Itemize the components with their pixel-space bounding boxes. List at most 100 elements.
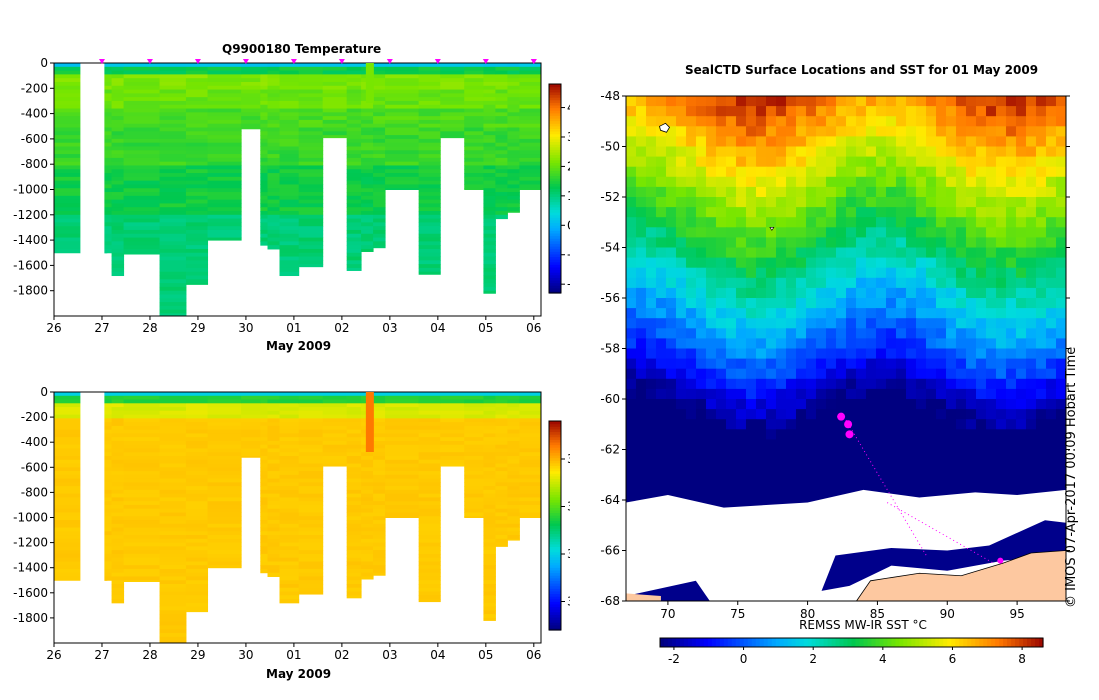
profile-cell (111, 146, 125, 151)
sst-cell (916, 378, 927, 390)
profile-cell (54, 74, 81, 79)
profile-cell (54, 482, 81, 487)
colorbar-segment (549, 421, 561, 425)
profile-cell (322, 456, 348, 461)
profile-cell (298, 516, 324, 521)
map-colorbar-segment (711, 638, 717, 647)
y-tick-label: -200 (21, 410, 48, 424)
profile-cell (373, 93, 386, 98)
sst-cell (726, 287, 737, 299)
sst-cell (776, 409, 787, 420)
profile-cell (464, 104, 484, 110)
sst-cell (896, 156, 907, 168)
sst-cell (786, 197, 797, 208)
profile-cell (159, 123, 187, 129)
colorbar-segment (549, 99, 561, 103)
sst-cell (716, 469, 727, 481)
profile-cell (123, 553, 161, 559)
profile-cell (298, 418, 324, 423)
profile-cell (440, 395, 465, 401)
sst-cell (756, 207, 767, 218)
sst-cell (966, 166, 977, 178)
sst-cell (966, 176, 977, 188)
sst-cell (796, 399, 807, 410)
colorbar-segment (549, 266, 561, 271)
map-colorbar-segment (951, 638, 956, 647)
profile-cell (159, 471, 187, 476)
profile-cell (346, 169, 362, 174)
profile-cell (279, 520, 300, 525)
sst-cell (1056, 298, 1067, 309)
profile-cell (418, 395, 441, 401)
profile-cell (279, 119, 300, 125)
sst-cell (716, 126, 727, 137)
profile-cell (159, 463, 187, 468)
sst-cell (956, 166, 967, 178)
sst-cell (996, 96, 1007, 107)
sst-cell (1036, 136, 1047, 147)
sst-cell (706, 136, 717, 147)
sst-cell (886, 479, 897, 491)
profile-cell (185, 542, 209, 547)
sst-cell (736, 449, 747, 461)
map-y-tick-label: -64 (600, 493, 620, 507)
profile-cell (267, 85, 281, 91)
profile-cell (104, 414, 113, 419)
map-colorbar-segment (1003, 638, 1008, 647)
profile-cell (159, 233, 187, 239)
sst-cell (766, 207, 777, 218)
sst-cell (866, 197, 877, 208)
map-colorbar-tick-label: 0 (740, 652, 748, 666)
sst-cell (1046, 176, 1057, 188)
profile-cell (260, 538, 269, 544)
seal-track (843, 416, 927, 556)
profile-cell (260, 516, 269, 521)
profile-cell (519, 70, 542, 75)
sst-cell (846, 156, 857, 168)
profile-cell (111, 414, 125, 419)
profile-cell (495, 478, 508, 483)
sst-cell (1016, 459, 1027, 471)
colorbar-segment (549, 214, 561, 218)
sst-cell (806, 449, 817, 461)
profile-cell (373, 568, 386, 574)
sst-cell (1056, 287, 1067, 299)
profile-cell (418, 184, 441, 189)
sst-cell (926, 449, 937, 461)
profile-cell (123, 418, 161, 423)
sst-cell (846, 217, 857, 228)
profile-cell (346, 557, 362, 562)
sst-cell (636, 146, 647, 158)
profile-cell (54, 241, 81, 246)
profile-cell (418, 229, 441, 235)
map-colorbar-segment (903, 638, 908, 647)
sst-cell (1056, 247, 1067, 259)
sst-cell (916, 419, 927, 430)
profile-cell (385, 399, 420, 404)
profile-cell (267, 478, 281, 483)
sst-cell (986, 106, 997, 117)
profile-cell (279, 104, 300, 110)
sst-cell (996, 166, 1007, 178)
sst-cell (986, 409, 997, 420)
profile-cell (346, 260, 362, 265)
sst-cell (956, 197, 967, 208)
sst-cell (1026, 217, 1037, 228)
profile-cell (279, 535, 300, 540)
sst-cell (826, 399, 837, 410)
x-tick-label: 03 (382, 321, 397, 335)
profile-cell (123, 248, 161, 254)
profile-cell (373, 184, 386, 189)
sst-cell (646, 136, 657, 147)
profile-cell (104, 85, 113, 91)
map-y-tick-label: -48 (600, 89, 620, 103)
sst-cell (1026, 298, 1037, 309)
sst-cell (776, 308, 787, 319)
sst-cell (836, 308, 847, 319)
profile-cell (495, 535, 508, 540)
sst-cell (696, 399, 707, 410)
profile-cell (440, 123, 465, 129)
sst-cell (1026, 186, 1037, 198)
profile-cell (267, 188, 281, 193)
colorbar-segment (549, 551, 561, 555)
